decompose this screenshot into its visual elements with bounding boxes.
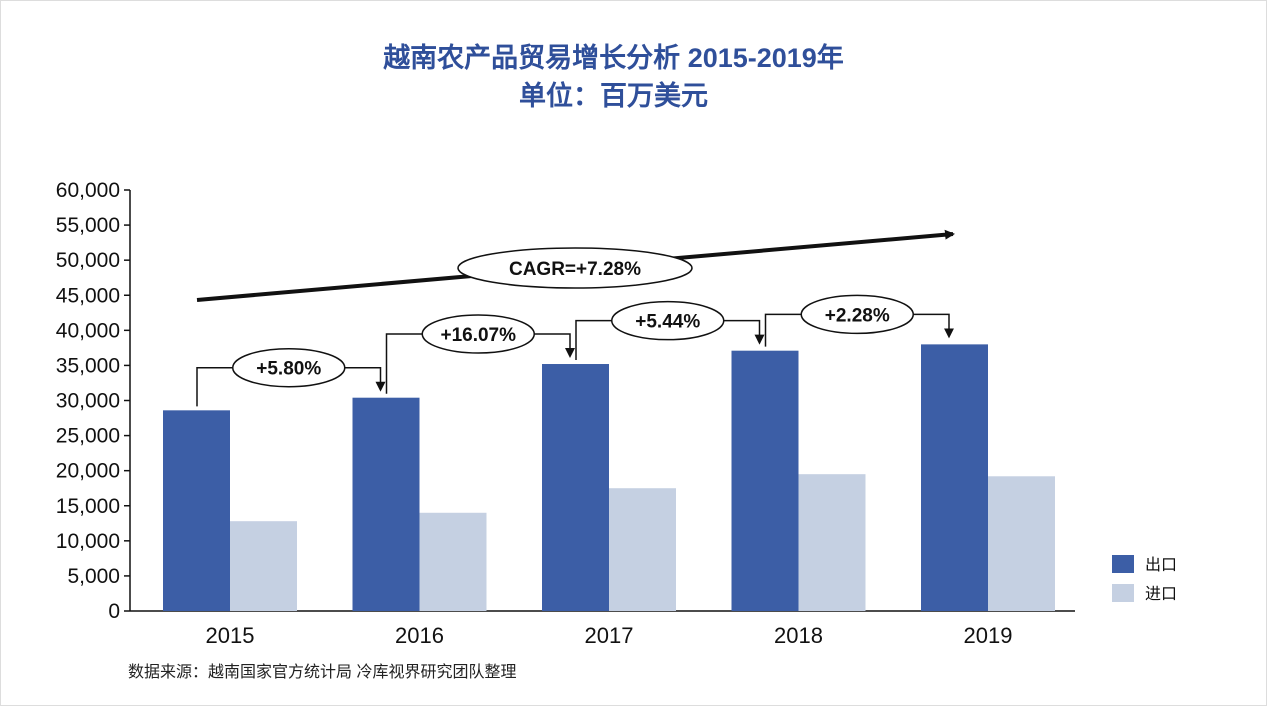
bar-export-2019: [921, 344, 988, 611]
bar-import-2018: [798, 474, 866, 611]
growth-bubble: [421, 314, 535, 354]
y-tick-label: 0: [108, 600, 120, 623]
legend-swatch-0: [1112, 555, 1134, 573]
y-tick-label: 5,000: [67, 565, 120, 588]
legend-label-1: 进口: [1145, 585, 1177, 603]
legend-label-0: 出口: [1145, 556, 1177, 574]
y-tick-label: 45,000: [56, 284, 120, 307]
y-tick-label: 50,000: [56, 249, 120, 272]
growth-label: +2.28%: [825, 305, 890, 326]
source-note: 数据来源：越南国家官方统计局 冷库视界研究团队整理: [128, 664, 517, 681]
legend-swatch-1: [1112, 584, 1134, 602]
growth-bubble: [232, 347, 346, 388]
bar-export-2015: [163, 410, 230, 611]
x-tick-label: 2017: [585, 623, 634, 648]
bar-export-2016: [352, 397, 420, 611]
bar-import-2019: [988, 476, 1055, 611]
y-tick-label: 15,000: [56, 495, 120, 518]
growth-label: +5.44%: [635, 312, 700, 333]
bar-import-2016: [419, 512, 487, 611]
growth-label: +5.80%: [256, 359, 321, 380]
y-tick-label: 40,000: [56, 319, 120, 342]
y-tick-label: 10,000: [56, 530, 120, 553]
growth-label: +16.07%: [440, 325, 516, 346]
y-tick-label: 60,000: [56, 179, 120, 202]
bar-import-2017: [609, 488, 676, 611]
growth-bubble: [800, 294, 914, 335]
y-tick-label: 30,000: [56, 390, 120, 413]
growth-bubble: [611, 300, 725, 341]
bar-export-2017: [542, 364, 609, 611]
y-tick-label: 55,000: [56, 214, 120, 237]
cagr-label: CAGR=+7.28%: [509, 259, 641, 280]
x-tick-label: 2019: [964, 623, 1013, 648]
bar-import-2015: [230, 521, 297, 611]
bar-export-2018: [731, 350, 799, 611]
x-tick-label: 2018: [774, 623, 823, 648]
y-tick-label: 25,000: [56, 425, 120, 448]
x-tick-label: 2015: [206, 623, 255, 648]
x-tick-label: 2016: [395, 623, 444, 648]
chart-subtitle: 单位：百万美元: [519, 81, 708, 111]
y-tick-label: 20,000: [56, 460, 120, 483]
chart-title: 越南农产品贸易增长分析 2015-2019年: [383, 43, 844, 73]
cagr-bubble: [457, 247, 693, 289]
y-tick-label: 35,000: [56, 354, 120, 377]
